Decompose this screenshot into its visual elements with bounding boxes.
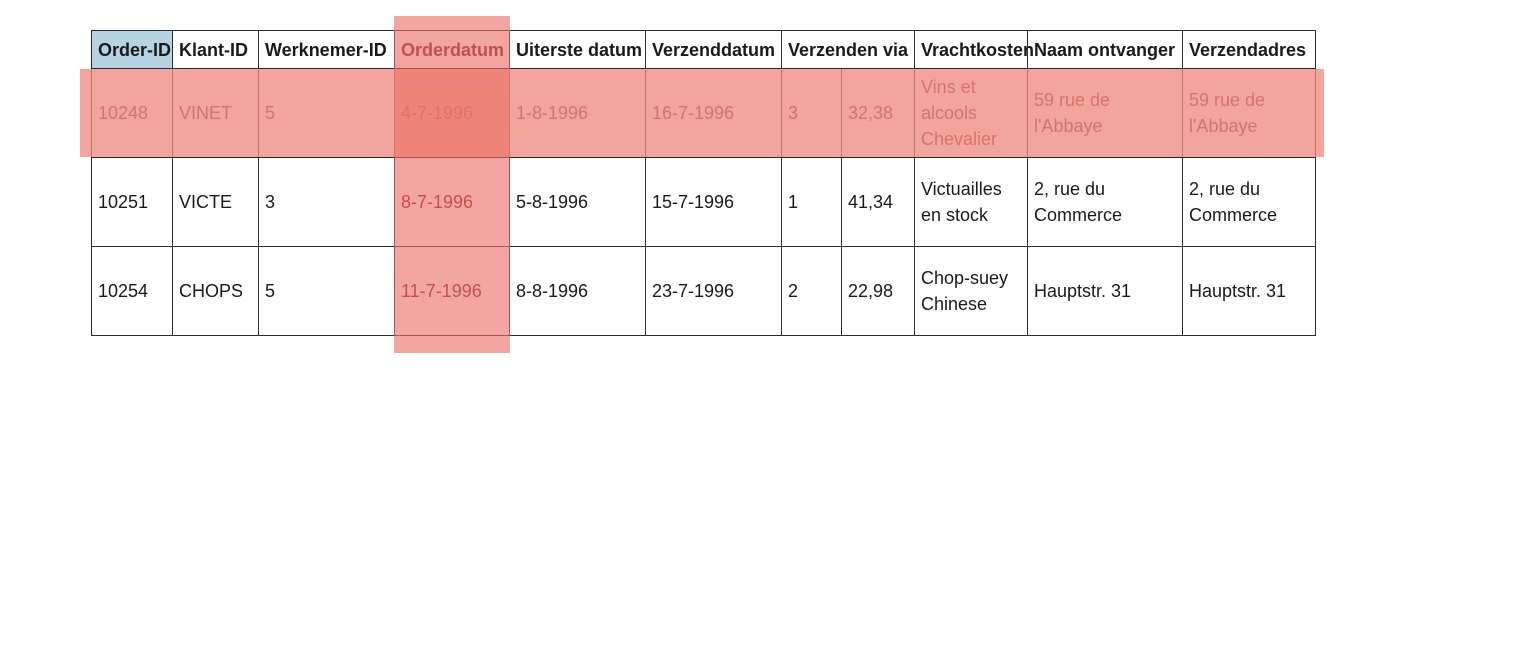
cell-werknemer-id[interactable]: 5 (258, 68, 395, 158)
header-vrachtkosten[interactable]: Vrachtkosten (914, 30, 1034, 69)
cell-werknemer-id[interactable]: 3 (258, 157, 395, 247)
cell-order-id[interactable]: 10254 (91, 246, 173, 336)
header-order-id[interactable]: Order-ID (91, 30, 173, 69)
cell-vrachtkosten-name[interactable]: Victuailles en stock (914, 157, 1028, 247)
header-verzendadres[interactable]: Verzendadres (1182, 30, 1316, 69)
header-orderdatum[interactable]: Orderdatum (394, 30, 510, 69)
cell-uiterste-datum[interactable]: 1-8-1996 (509, 68, 646, 158)
cell-verzenddatum[interactable]: 16-7-1996 (645, 68, 782, 158)
cell-verzendadres[interactable]: 59 rue de l'Abbaye (1182, 68, 1316, 158)
cell-verzenddatum[interactable]: 23-7-1996 (645, 246, 782, 336)
cell-orderdatum[interactable]: 8-7-1996 (394, 157, 510, 247)
header-klant-id[interactable]: Klant-ID (172, 30, 259, 69)
cell-vrachtkosten-value[interactable]: 22,98 (841, 246, 915, 336)
header-uiterste-datum[interactable]: Uiterste datum (509, 30, 646, 69)
cell-klant-id[interactable]: VINET (172, 68, 259, 158)
cell-order-id[interactable]: 10248 (91, 68, 173, 158)
header-verzenden-via[interactable]: Verzenden via (781, 30, 915, 69)
cell-naam-ontvanger[interactable]: 59 rue de l'Abbaye (1027, 68, 1183, 158)
cell-klant-id[interactable]: VICTE (172, 157, 259, 247)
cell-verzendadres[interactable]: 2, rue du Commerce (1182, 157, 1316, 247)
cell-order-id[interactable]: 10251 (91, 157, 173, 247)
table-row: 10251 VICTE 3 8-7-1996 5-8-1996 15-7-199… (91, 157, 1316, 247)
cell-werknemer-id[interactable]: 5 (258, 246, 395, 336)
cell-uiterste-datum[interactable]: 8-8-1996 (509, 246, 646, 336)
table-row: 10248 VINET 5 4-7-1996 1-8-1996 16-7-199… (91, 68, 1316, 158)
cell-orderdatum[interactable]: 4-7-1996 (394, 68, 510, 158)
spreadsheet-area: Order-ID Klant-ID Werknemer-ID Orderdatu… (91, 30, 1316, 339)
header-row: Order-ID Klant-ID Werknemer-ID Orderdatu… (91, 30, 1316, 69)
cell-naam-ontvanger[interactable]: 2, rue du Commerce (1027, 157, 1183, 247)
cell-orderdatum[interactable]: 11-7-1996 (394, 246, 510, 336)
cell-verzenddatum[interactable]: 15-7-1996 (645, 157, 782, 247)
cell-verzendadres[interactable]: Hauptstr. 31 (1182, 246, 1316, 336)
orders-table: Order-ID Klant-ID Werknemer-ID Orderdatu… (91, 30, 1316, 336)
cell-vrachtkosten-value[interactable]: 41,34 (841, 157, 915, 247)
cell-verzenden-via[interactable]: 2 (781, 246, 842, 336)
cell-naam-ontvanger[interactable]: Hauptstr. 31 (1027, 246, 1183, 336)
cell-klant-id[interactable]: CHOPS (172, 246, 259, 336)
cell-uiterste-datum[interactable]: 5-8-1996 (509, 157, 646, 247)
table-row: 10254 CHOPS 5 11-7-1996 8-8-1996 23-7-19… (91, 246, 1316, 336)
header-werknemer-id[interactable]: Werknemer-ID (258, 30, 395, 69)
cell-vrachtkosten-name[interactable]: Chop-suey Chinese (914, 246, 1028, 336)
cell-vrachtkosten-value[interactable]: 32,38 (841, 68, 915, 158)
header-verzenddatum[interactable]: Verzenddatum (645, 30, 782, 69)
cell-vrachtkosten-name[interactable]: Vins et alcools Chevalier (914, 68, 1028, 158)
cell-verzenden-via[interactable]: 1 (781, 157, 842, 247)
cell-verzenden-via[interactable]: 3 (781, 68, 842, 158)
header-naam-ontvanger[interactable]: Naam ontvanger (1027, 30, 1183, 69)
